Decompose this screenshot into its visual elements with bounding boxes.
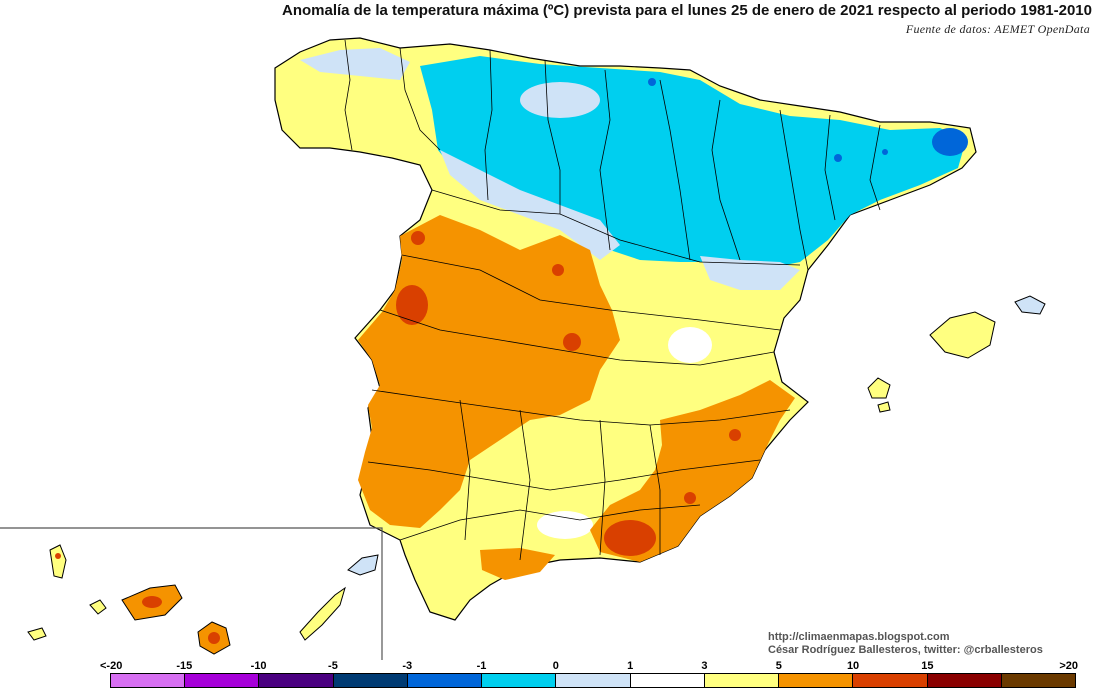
legend-swatch xyxy=(630,674,705,687)
legend-swatch xyxy=(259,674,334,687)
hot-spot-almeria xyxy=(604,520,656,556)
warm-southeast-zone xyxy=(590,380,795,562)
island-lanzarote xyxy=(347,554,379,576)
island-la-gomera xyxy=(89,599,107,615)
island-la-palma xyxy=(49,544,67,579)
legend-label: 10 xyxy=(846,660,860,672)
legend-label: 15 xyxy=(921,660,934,672)
hot-spot-5 xyxy=(684,492,696,504)
author-credit: César Rodríguez Ballesteros, twitter: @c… xyxy=(768,644,1043,656)
data-source: Fuente de datos: AEMET OpenData xyxy=(905,22,1090,36)
legend-label: -5 xyxy=(328,660,338,672)
legend-swatch xyxy=(779,674,854,687)
anomaly-map xyxy=(0,37,1046,660)
legend-swatch xyxy=(185,674,260,687)
legend-label: <-20 xyxy=(100,660,123,672)
legend-swatch xyxy=(853,674,928,687)
legend-label: >20 xyxy=(1059,660,1078,672)
island-formentera xyxy=(877,401,891,413)
legend-label: -3 xyxy=(402,660,413,672)
legend-label: 3 xyxy=(701,660,708,672)
province-borders xyxy=(344,39,881,561)
slight-cold-zone-1 xyxy=(440,150,620,260)
strong-cold-catalonia xyxy=(932,128,968,156)
legend-swatch xyxy=(333,674,408,687)
island-el-hierro xyxy=(27,627,47,641)
credits: http://climaenmapas.blogspot.com César R… xyxy=(768,631,1043,657)
legend-swatch xyxy=(407,674,483,687)
hot-spot-tenerife xyxy=(142,596,162,608)
legend-label: 0 xyxy=(552,660,559,672)
map-title: Anomalía de la temperatura máxima (ºC) p… xyxy=(282,2,1092,19)
legend-labels: <-20 -15 -10 -5 -3 -1 0 1 3 5 10 15 >20 xyxy=(100,660,1078,672)
island-mallorca xyxy=(929,311,996,359)
legend-swatch xyxy=(556,674,631,687)
legend-swatch xyxy=(927,674,1002,687)
legend-label: -10 xyxy=(250,660,267,672)
legend-label: 5 xyxy=(775,660,782,672)
slight-cold-zone-4 xyxy=(520,82,600,118)
canary-inset-frame xyxy=(0,527,383,660)
legend-label: 1 xyxy=(627,660,634,672)
legend-swatch xyxy=(482,674,557,687)
strong-cold-spot-1 xyxy=(648,78,656,86)
blog-link[interactable]: http://climaenmapas.blogspot.com xyxy=(768,631,950,643)
legend-swatch xyxy=(111,674,186,687)
strong-cold-spot-3 xyxy=(882,149,888,155)
island-ibiza xyxy=(867,377,891,399)
slight-cold-zone-5 xyxy=(668,327,712,363)
legend-swatch xyxy=(1001,674,1076,687)
island-menorca xyxy=(1014,295,1046,315)
warm-south-coast xyxy=(480,548,555,580)
hot-spot-4 xyxy=(729,429,741,441)
hot-spot-west xyxy=(396,285,428,325)
hot-spot-3 xyxy=(552,264,564,276)
slight-cold-zone-3 xyxy=(300,48,410,80)
hot-spot-1 xyxy=(411,231,425,245)
neutral-zone-1 xyxy=(537,511,593,539)
legend-label: -1 xyxy=(476,660,487,672)
color-legend xyxy=(110,673,1076,688)
strong-cold-spot-2 xyxy=(834,154,842,162)
hot-spot-gran-canaria xyxy=(208,632,220,644)
island-fuerteventura xyxy=(299,586,346,641)
hot-spot-la-palma xyxy=(55,553,61,559)
legend-swatch xyxy=(704,674,780,687)
legend-label: -15 xyxy=(176,660,193,672)
hot-spot-2 xyxy=(563,333,581,351)
